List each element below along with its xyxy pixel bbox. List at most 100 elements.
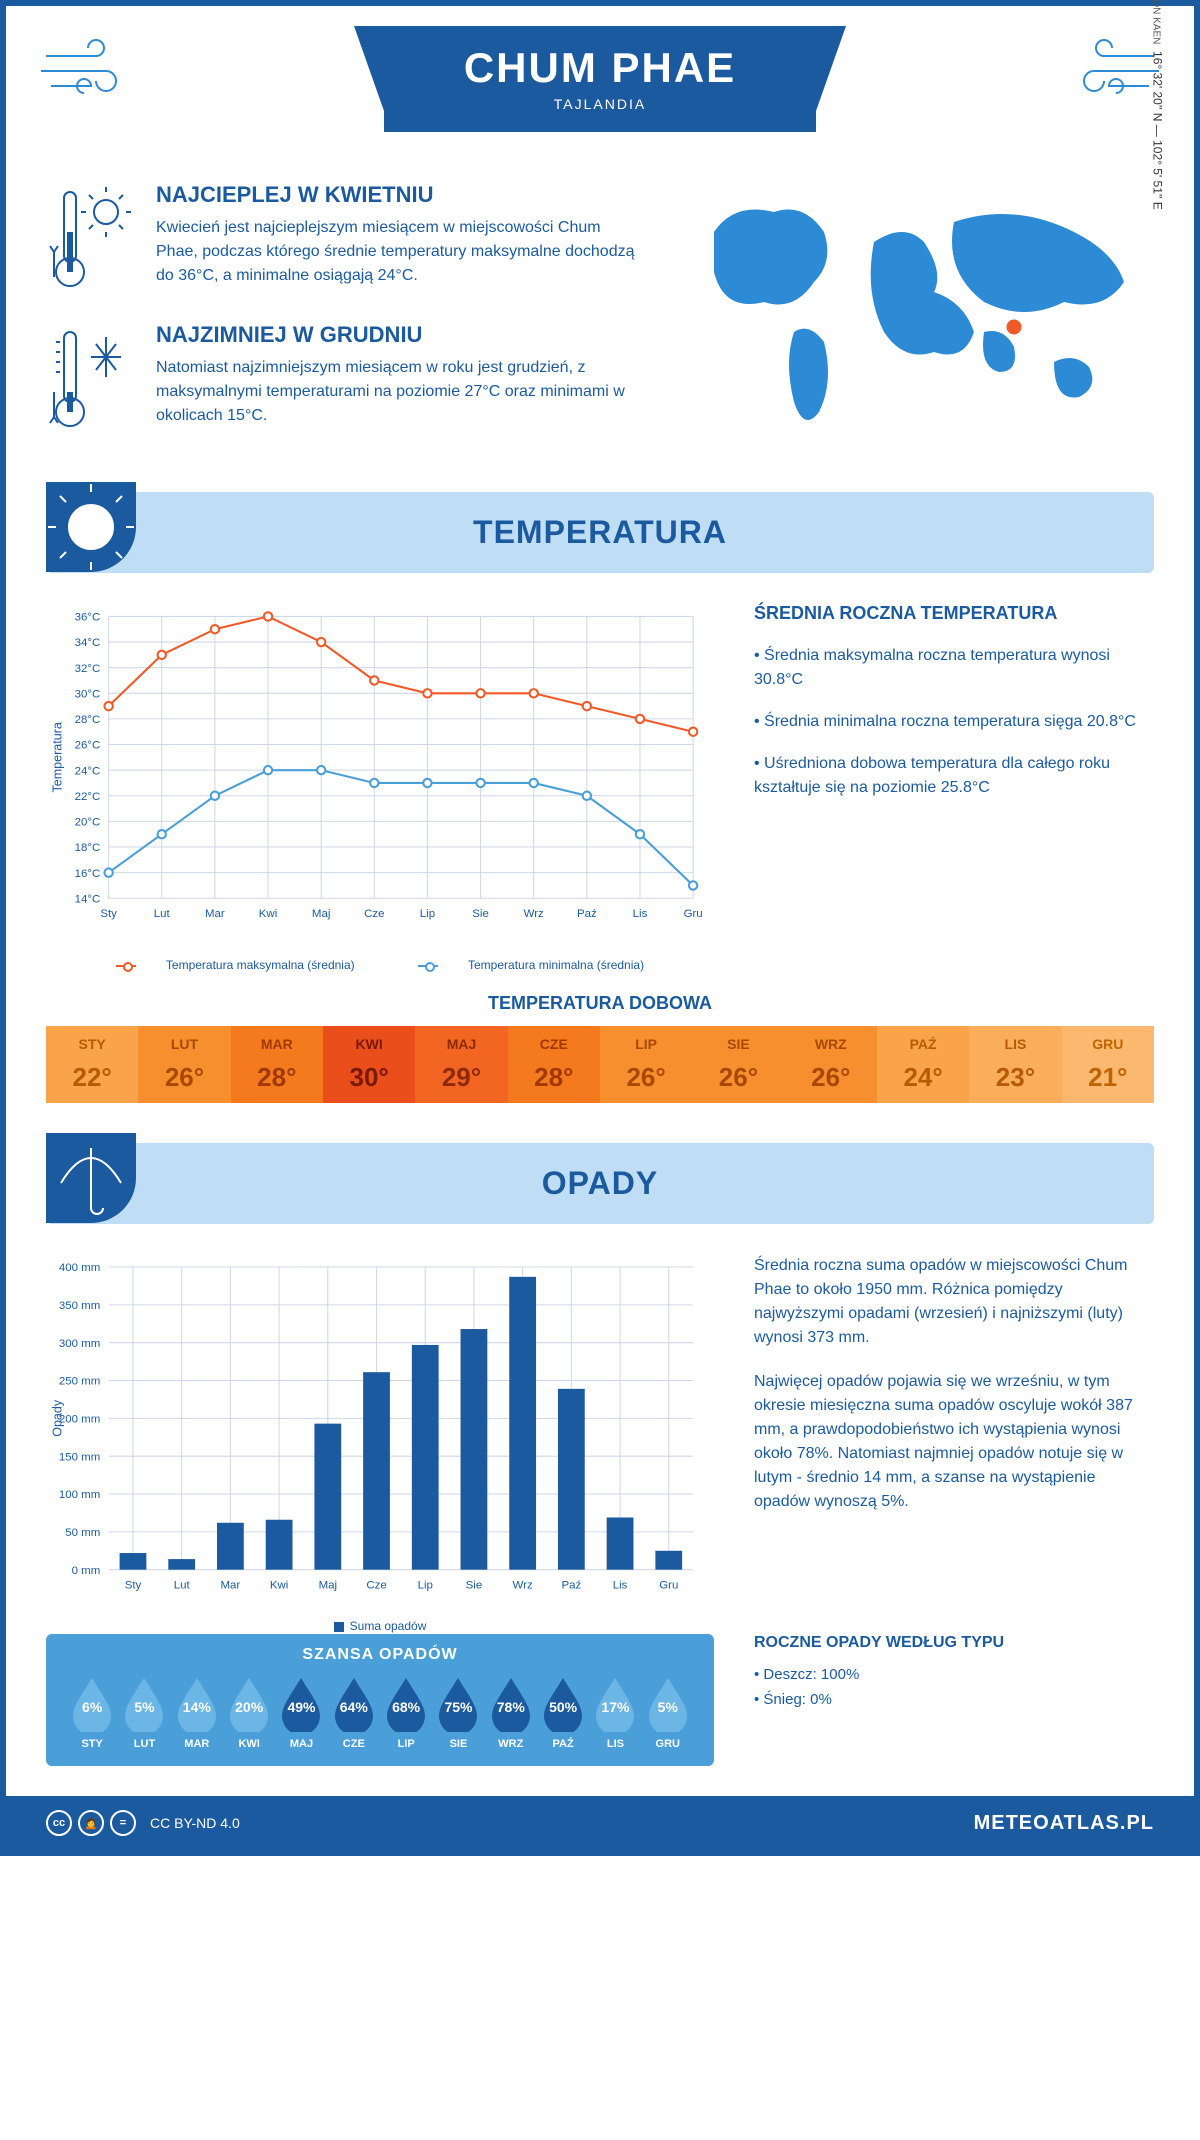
sun-icon — [46, 482, 136, 572]
footer-brand: METEOATLAS.PL — [974, 1812, 1154, 1835]
svg-text:Lut: Lut — [154, 908, 171, 920]
daily-temp-title: TEMPERATURA DOBOWA — [6, 993, 1194, 1014]
rain-chance-drop: 64%CZE — [328, 1676, 380, 1750]
temp-info-heading: ŚREDNIA ROCZNA TEMPERATURA — [754, 603, 1154, 624]
rain-chance-drop: 49%MAJ — [275, 1676, 327, 1750]
precip-type-rain: • Deszcz: 100% — [754, 1666, 1154, 1683]
city-name: CHUM PHAE — [464, 44, 736, 92]
svg-text:30°C: 30°C — [75, 688, 101, 700]
wind-icon — [36, 36, 136, 106]
svg-text:Paź: Paź — [561, 1579, 581, 1591]
precip-para-2: Najwięcej opadów pojawia się we wrześniu… — [754, 1370, 1154, 1514]
temperature-section-head: TEMPERATURA — [46, 492, 1154, 573]
svg-text:Wrz: Wrz — [524, 908, 544, 920]
header: CHUM PHAE TAJLANDIA — [6, 6, 1194, 162]
temp-info-bullet: • Średnia minimalna roczna temperatura s… — [754, 710, 1154, 734]
precip-type-info: ROCZNE OPADY WEDŁUG TYPU • Deszcz: 100% … — [754, 1634, 1154, 1766]
svg-text:16°C: 16°C — [75, 868, 101, 880]
svg-text:Mar: Mar — [221, 1579, 241, 1591]
svg-text:150 mm: 150 mm — [59, 1451, 100, 1463]
rain-chance-drop: 17%LIS — [589, 1676, 641, 1750]
umbrella-icon — [46, 1133, 136, 1223]
svg-text:Maj: Maj — [319, 1579, 337, 1591]
rain-chance-drop: 68%LIP — [380, 1676, 432, 1750]
svg-text:Sty: Sty — [100, 908, 117, 920]
rain-chance-box: SZANSA OPADÓW 6%STY5%LUT14%MAR20%KWI49%M… — [46, 1634, 714, 1766]
rain-chance-drop: 5%LUT — [118, 1676, 170, 1750]
by-icon: 🙍 — [78, 1810, 104, 1836]
svg-text:Sty: Sty — [125, 1579, 142, 1591]
temperature-info: ŚREDNIA ROCZNA TEMPERATURA • Średnia mak… — [754, 603, 1154, 943]
daily-temp-table: STY22°LUT26°MAR28°KWI30°MAJ29°CZE28°LIP2… — [46, 1026, 1154, 1103]
svg-text:200 mm: 200 mm — [59, 1414, 100, 1426]
svg-text:Gru: Gru — [659, 1579, 678, 1591]
svg-text:Paź: Paź — [577, 908, 597, 920]
daily-temp-cell: PAŹ24° — [877, 1026, 969, 1103]
daily-temp-cell: LIS23° — [969, 1026, 1061, 1103]
temperature-chart: 14°C 16°C 18°C 20°C 22°C 24°C 26°C 28°C 30°C 32°C… — [46, 603, 714, 943]
svg-text:300 mm: 300 mm — [59, 1338, 100, 1350]
svg-text:18°C: 18°C — [75, 842, 101, 854]
temp-info-bullet: • Średnia maksymalna roczna temperatura … — [754, 644, 1154, 692]
rain-chance-drop: 5%GRU — [642, 1676, 694, 1750]
svg-text:Cze: Cze — [364, 908, 384, 920]
precipitation-legend: Suma opadów — [46, 1619, 714, 1633]
precip-type-heading: ROCZNE OPADY WEDŁUG TYPU — [754, 1634, 1154, 1652]
svg-text:14°C: 14°C — [75, 893, 101, 905]
cc-icon: cc — [46, 1810, 72, 1836]
svg-text:32°C: 32°C — [75, 663, 101, 675]
rain-chance-drop: 20%KWI — [223, 1676, 275, 1750]
precip-para-1: Średnia roczna suma opadów w miejscowośc… — [754, 1254, 1154, 1350]
svg-text:Maj: Maj — [312, 908, 330, 920]
temperature-title: TEMPERATURA — [46, 514, 1154, 551]
precipitation-chart: 0 mm50 mm100 mm150 mm200 mm250 mm300 mm3… — [46, 1254, 714, 1614]
svg-text:Lut: Lut — [174, 1579, 191, 1591]
svg-text:Sie: Sie — [472, 908, 489, 920]
daily-temp-cell: MAR28° — [231, 1026, 323, 1103]
svg-text:Mar: Mar — [205, 908, 225, 920]
precipitation-title: OPADY — [46, 1165, 1154, 1202]
hottest-block: NAJCIEPLEJ W KWIETNIU Kwiecień jest najc… — [46, 182, 644, 292]
svg-text:28°C: 28°C — [75, 714, 101, 726]
svg-text:100 mm: 100 mm — [59, 1489, 100, 1501]
thermometer-hot-icon — [46, 182, 136, 292]
svg-text:26°C: 26°C — [75, 740, 101, 752]
svg-text:20°C: 20°C — [75, 817, 101, 829]
daily-temp-cell: SIE26° — [692, 1026, 784, 1103]
precipitation-info: Średnia roczna suma opadów w miejscowośc… — [754, 1254, 1154, 1614]
rain-chance-drop: 75%SIE — [432, 1676, 484, 1750]
svg-text:Temperatura: Temperatura — [51, 722, 65, 792]
svg-text:400 mm: 400 mm — [59, 1262, 100, 1274]
thermometer-cold-icon — [46, 322, 136, 432]
intro-section: NAJCIEPLEJ W KWIETNIU Kwiecień jest najc… — [6, 162, 1194, 492]
title-banner: CHUM PHAE TAJLANDIA — [384, 26, 816, 132]
precipitation-section-head: OPADY — [46, 1143, 1154, 1224]
svg-text:350 mm: 350 mm — [59, 1300, 100, 1312]
svg-text:36°C: 36°C — [75, 612, 101, 624]
license-text: CC BY-ND 4.0 — [150, 1815, 240, 1831]
svg-text:50 mm: 50 mm — [65, 1527, 100, 1539]
temperature-legend: Temperatura maksymalna (średnia) Tempera… — [46, 958, 714, 972]
rain-chance-title: SZANSA OPADÓW — [66, 1646, 694, 1664]
daily-temp-cell: WRZ26° — [785, 1026, 877, 1103]
svg-text:Sie: Sie — [466, 1579, 483, 1591]
world-map — [674, 182, 1154, 442]
svg-text:24°C: 24°C — [75, 765, 101, 777]
svg-text:Opady: Opady — [51, 1399, 65, 1437]
svg-text:Gru: Gru — [684, 908, 703, 920]
country-name: TAJLANDIA — [464, 96, 736, 112]
daily-temp-cell: KWI30° — [323, 1026, 415, 1103]
svg-text:Lip: Lip — [420, 908, 435, 920]
license-block: cc 🙍 = CC BY-ND 4.0 — [46, 1810, 240, 1836]
svg-text:22°C: 22°C — [75, 791, 101, 803]
coldest-block: NAJZIMNIEJ W GRUDNIU Natomiast najzimnie… — [46, 322, 644, 432]
wind-icon — [1064, 36, 1164, 106]
temp-info-bullet: • Uśredniona dobowa temperatura dla całe… — [754, 752, 1154, 800]
svg-text:Kwi: Kwi — [270, 1579, 288, 1591]
svg-text:34°C: 34°C — [75, 637, 101, 649]
rain-chance-drop: 78%WRZ — [485, 1676, 537, 1750]
svg-text:Kwi: Kwi — [259, 908, 277, 920]
rain-chance-drop: 50%PAŹ — [537, 1676, 589, 1750]
coordinates: KHON KAEN 16° 32' 20'' N — 102° 5' 51'' … — [1150, 0, 1164, 210]
daily-temp-cell: STY22° — [46, 1026, 138, 1103]
